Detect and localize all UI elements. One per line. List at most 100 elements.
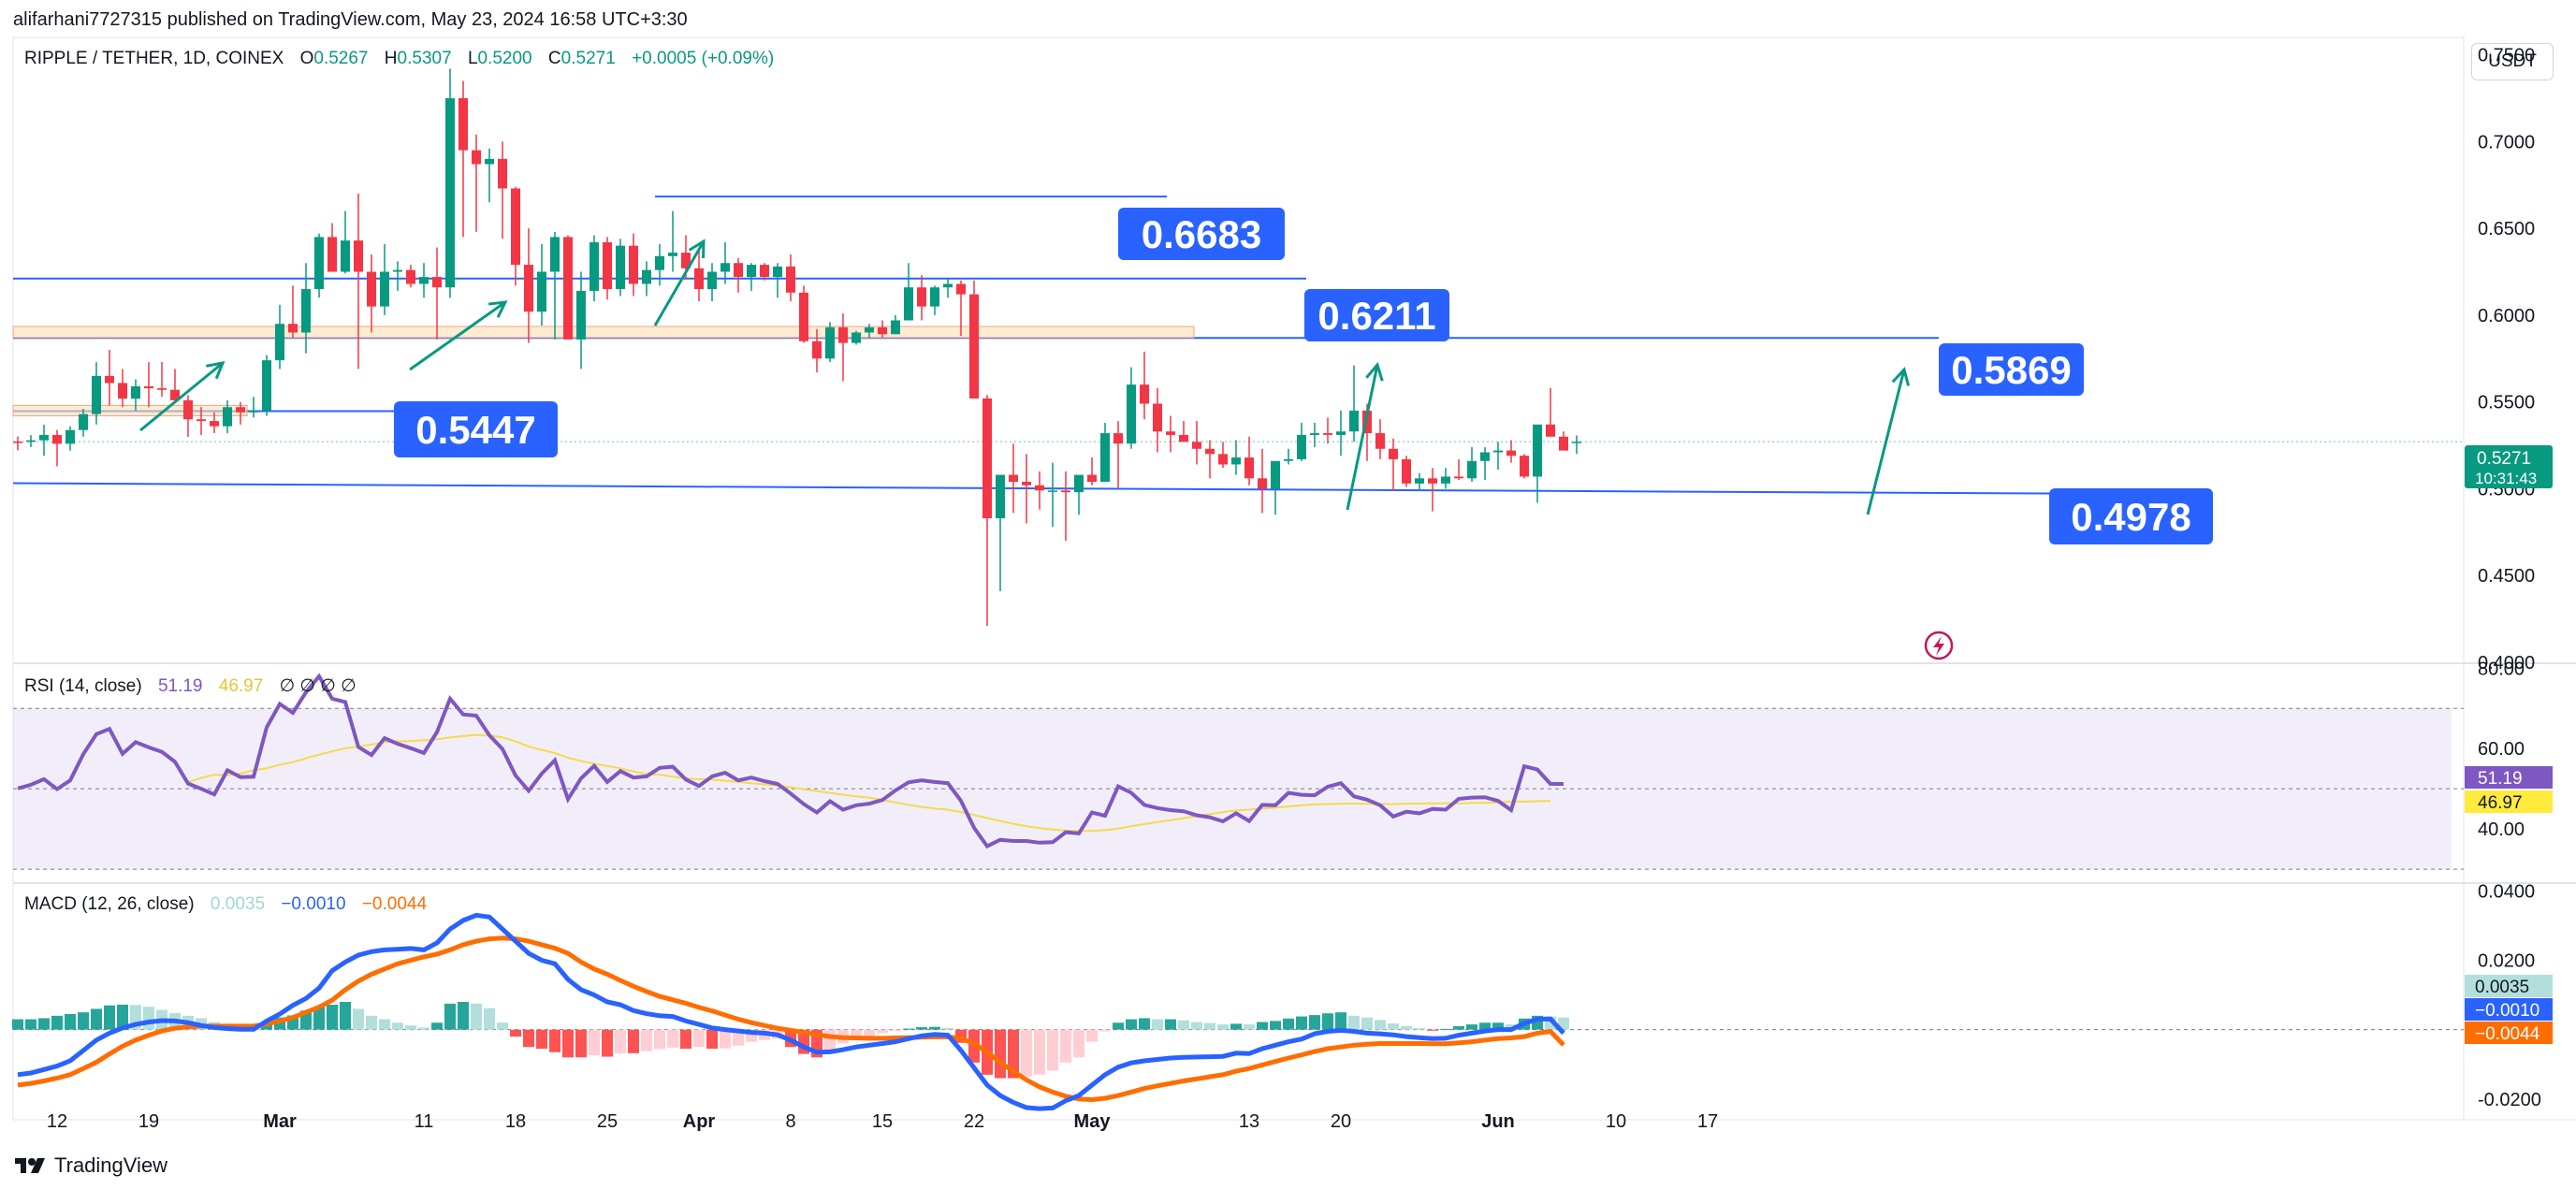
candle-body (524, 265, 533, 312)
macd-tag-box (2465, 998, 2553, 1021)
macd-histogram-bar (693, 1029, 705, 1048)
candle-body (196, 419, 206, 422)
candle (1389, 438, 1398, 491)
published-caption: alifarhani7727315 published on TradingVi… (13, 9, 688, 30)
macd-histogram-bar (1375, 1020, 1386, 1030)
candle (1520, 454, 1529, 479)
macd-histogram-bar (1086, 1029, 1098, 1042)
macd-histogram-bar (1270, 1021, 1281, 1030)
candle-body (105, 375, 114, 384)
candle-body (1127, 384, 1136, 444)
price-axis-label: 0.7000 (2478, 132, 2535, 152)
macd-histogram-bar (1113, 1022, 1124, 1030)
arrow-head (206, 361, 226, 380)
candle-body (170, 389, 180, 400)
price-axis-label: 0.6500 (2478, 219, 2535, 239)
candle-body (603, 241, 612, 290)
candle-body (1258, 478, 1267, 489)
trend-arrow (1866, 369, 1906, 515)
price-legend: RIPPLE / TETHER, 1D, COINEX O0.5267 H0.5… (24, 49, 785, 69)
rsi-axis-label: 60.00 (2478, 739, 2525, 760)
candle-body (288, 324, 298, 333)
candle (524, 228, 533, 343)
rsi-title[interactable]: RSI (14, close) (24, 676, 142, 696)
candle-body (1087, 474, 1097, 483)
candle-body (511, 188, 520, 266)
candle-body (236, 407, 245, 413)
candle-body (65, 429, 75, 444)
candle (1258, 448, 1267, 514)
macd-histogram-bar (1165, 1019, 1176, 1030)
arrow-head (1891, 366, 1910, 386)
candle (799, 285, 808, 343)
candle (629, 233, 638, 297)
demand-zone (12, 404, 248, 417)
candle (92, 362, 101, 425)
candle-body (1205, 448, 1215, 455)
candle (1480, 446, 1490, 481)
macd-histogram-bar (1047, 1029, 1058, 1071)
candle (1454, 458, 1463, 481)
candles (13, 68, 1581, 627)
candle (1493, 442, 1503, 471)
rsi-value: 51.19 (157, 676, 203, 696)
candle-body (760, 265, 769, 278)
candle (1284, 448, 1293, 465)
macd-histogram-bar (903, 1028, 914, 1030)
rsi-ma-line (187, 733, 1551, 833)
candle (904, 263, 913, 321)
candle (301, 263, 311, 354)
macd-histogram-bar (1021, 1029, 1032, 1077)
macd-histogram-bar (1204, 1022, 1215, 1030)
macd-histogram-bar (458, 1002, 469, 1030)
macd-histogram-bar (65, 1013, 76, 1030)
candle-body (799, 292, 808, 341)
rsi-extra-values: ∅ ∅ ∅ ∅ (279, 676, 357, 696)
candle (1559, 431, 1568, 451)
candle (891, 314, 900, 335)
candle-body (1336, 431, 1346, 435)
candle-body (183, 399, 193, 420)
symbol-title[interactable]: RIPPLE / TETHER, 1D, COINEX (24, 49, 284, 68)
candle (1035, 471, 1044, 510)
macd-histogram-bar (1191, 1022, 1202, 1030)
candle-body (52, 434, 62, 444)
macd-histogram-bar (1152, 1019, 1163, 1030)
candle (157, 361, 167, 398)
candle (419, 263, 429, 298)
candle (1467, 446, 1477, 483)
candle (105, 350, 114, 406)
candle (1428, 468, 1437, 512)
level-label: 0.6683 (1118, 208, 1285, 260)
macd-histogram-bar (51, 1015, 63, 1030)
macd-histogram-bar (1414, 1028, 1425, 1030)
candle-body (445, 97, 455, 288)
candle-body (1467, 460, 1477, 479)
macd-histogram-bar (916, 1027, 927, 1030)
flash-icon (1924, 631, 1954, 660)
candle (327, 223, 337, 272)
time-axis-label: 18 (505, 1111, 526, 1132)
candle-body (354, 240, 363, 272)
candle (1271, 460, 1280, 515)
macd-histogram-bar (1257, 1022, 1268, 1030)
macd-histogram-bar (549, 1029, 560, 1052)
candle-body (1375, 433, 1385, 449)
tradingview-logo[interactable]: TradingView (13, 1153, 167, 1178)
currency-button[interactable]: USDT (2471, 43, 2554, 80)
macd-histogram-bar (1558, 1017, 1569, 1030)
level-label: 0.5869 (1939, 343, 2084, 396)
candle (1048, 462, 1057, 528)
tradingview-logo-icon (15, 1158, 45, 1173)
candle (1244, 436, 1254, 486)
time-axis: 12 19 Mar 11 18 25 Apr 8 15 22 May 13 20 Jun 10 17 (47, 1111, 1718, 1132)
macd-histogram-bar (680, 1029, 691, 1050)
macd-title[interactable]: MACD (12, 26, close) (24, 894, 195, 914)
time-axis-label: 10 (1606, 1111, 1626, 1132)
candle-body (930, 287, 939, 307)
macd-histogram-bar (405, 1025, 416, 1030)
candle-body (563, 237, 573, 340)
macd-histogram-bar (392, 1022, 403, 1030)
candle (498, 141, 507, 239)
